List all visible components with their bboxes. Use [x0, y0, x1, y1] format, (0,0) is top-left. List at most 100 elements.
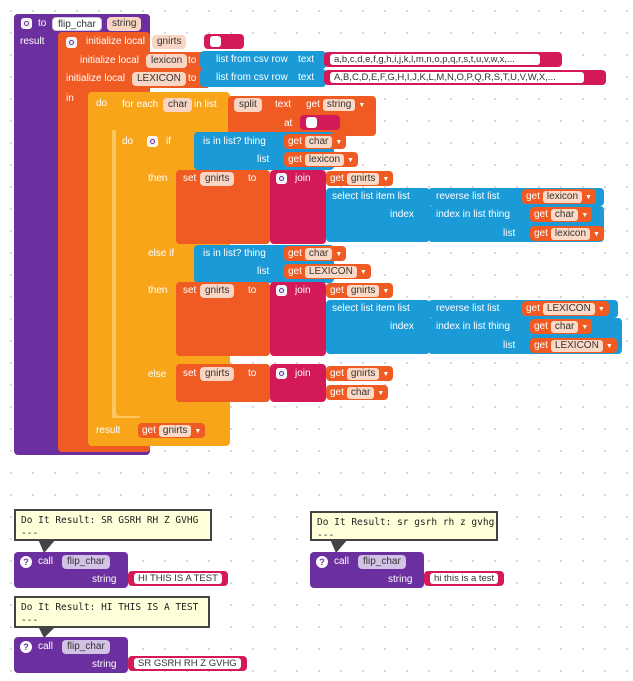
split-at-empty-text[interactable]	[300, 115, 340, 130]
get-label: get	[288, 154, 302, 165]
get-LEXICON-var[interactable]: LEXICON	[542, 303, 595, 315]
is-in-list-list-label-1: list	[257, 154, 270, 165]
get-char-block-3[interactable]: get char ▼	[284, 246, 347, 261]
get-LEXICON-block-1[interactable]: get LEXICON ▼	[284, 264, 371, 279]
inner-result-label: result	[96, 425, 121, 436]
get-LEXICON-block-2[interactable]: get LEXICON ▼	[522, 301, 609, 316]
get-gnirts-block-1[interactable]: get gnirts ▼	[326, 171, 394, 186]
get-gnirts-var[interactable]: gnirts	[346, 368, 380, 380]
csv-row-lower-block[interactable]	[200, 51, 326, 69]
get-gnirts-var[interactable]: gnirts	[346, 285, 380, 297]
dropdown-arrow-icon[interactable]: ▼	[359, 269, 367, 276]
empty-text-block-1[interactable]	[204, 34, 244, 49]
dropdown-arrow-icon[interactable]: ▼	[382, 288, 390, 295]
select-list-item-block-2[interactable]	[326, 300, 430, 354]
call-proc-name-1[interactable]: flip_char	[62, 555, 110, 569]
call-arg-value-2[interactable]: hi this is a test	[430, 573, 499, 584]
split-dropdown[interactable]: split	[234, 98, 262, 112]
var-LEXICON-field[interactable]: LEXICON	[132, 72, 186, 86]
dropdown-arrow-icon[interactable]: ▼	[194, 428, 202, 435]
get-char-var[interactable]: char	[304, 248, 333, 260]
dropdown-arrow-icon[interactable]: ▼	[581, 324, 589, 331]
proc-result-label: result	[20, 36, 45, 47]
dropdown-arrow-icon[interactable]: ▼	[597, 306, 605, 313]
dropdown-arrow-icon[interactable]: ▼	[335, 251, 343, 258]
get-lexicon-block-2[interactable]: get lexicon ▼	[522, 189, 596, 204]
get-gnirts-block-2[interactable]: get gnirts ▼	[326, 283, 394, 298]
call-label-2: call	[334, 556, 350, 567]
call-arg-text-1[interactable]: HI THIS IS A TEST	[128, 571, 228, 586]
get-gnirts-var[interactable]: gnirts	[158, 425, 192, 437]
get-char-var[interactable]: char	[550, 321, 579, 333]
get-string-var[interactable]: string	[322, 99, 356, 111]
dropdown-arrow-icon[interactable]: ▼	[581, 212, 589, 219]
get-char-block-4[interactable]: get char ▼	[530, 319, 593, 334]
csv-lower-text-label: text	[298, 54, 315, 65]
get-char-var[interactable]: char	[550, 209, 579, 221]
get-char-block-5[interactable]: get char ▼	[326, 385, 389, 400]
call-arg-value-1[interactable]: HI THIS IS A TEST	[134, 573, 222, 584]
get-lexicon-block-1[interactable]: get lexicon ▼	[284, 152, 358, 167]
call-proc-name-3[interactable]: flip_char	[62, 640, 110, 654]
is-in-list-list-label-2: list	[257, 266, 270, 277]
set-var-gnirts-3[interactable]: gnirts	[200, 367, 235, 381]
init-label-3: initialize local	[66, 73, 125, 84]
else-label: else	[148, 369, 167, 380]
call-arg-value-3[interactable]: SR GSRH RH Z GVHG	[134, 658, 241, 669]
dropdown-arrow-icon[interactable]: ▼	[358, 102, 366, 109]
dropdown-arrow-icon[interactable]: ▼	[382, 176, 390, 183]
get-gnirts-var[interactable]: gnirts	[346, 173, 380, 185]
csv-lower-value[interactable]: a,b,c,d,e,f,g,h,i,j,k,l,m,n,o,p,q,r,s,t,…	[330, 54, 540, 65]
var-lexicon-field[interactable]: lexicon	[146, 54, 188, 68]
get-lexicon-var[interactable]: lexicon	[550, 228, 591, 240]
get-LEXICON-block-3[interactable]: get LEXICON ▼	[530, 338, 617, 353]
init-gear-icon[interactable]	[66, 37, 77, 48]
call-proc-name-2[interactable]: flip_char	[358, 555, 406, 569]
set-var-gnirts-2[interactable]: gnirts	[200, 284, 235, 298]
join-gear-icon-3[interactable]	[276, 368, 287, 379]
help-icon-2[interactable]: ?	[316, 556, 328, 568]
get-char-var[interactable]: char	[346, 387, 375, 399]
csv-lower-text-block[interactable]: a,b,c,d,e,f,g,h,i,j,k,l,m,n,o,p,q,r,s,t,…	[324, 52, 562, 67]
item-var-char[interactable]: char	[163, 98, 193, 112]
set-label-3: set	[183, 368, 197, 379]
set-label-1: set	[183, 173, 197, 184]
empty-text-value[interactable]	[210, 36, 221, 47]
dropdown-arrow-icon[interactable]: ▼	[593, 231, 600, 238]
select-list-item-block-1[interactable]	[326, 188, 430, 242]
get-gnirts-block-3[interactable]: get gnirts ▼	[326, 366, 394, 381]
set-var-gnirts-1[interactable]: gnirts	[200, 172, 235, 186]
get-LEXICON-var[interactable]: LEXICON	[304, 266, 357, 278]
call-arg-text-3[interactable]: SR GSRH RH Z GVHG	[128, 656, 247, 671]
proc-name-field[interactable]: flip_char	[52, 17, 102, 31]
get-char-block-2[interactable]: get char ▼	[530, 207, 593, 222]
proc-param-field[interactable]: string	[107, 17, 142, 31]
csv-upper-text-block[interactable]: A,B,C,D,E,F,G,H,I,J,K,L,M,N,O,P,Q,R,S,T,…	[324, 70, 606, 85]
help-icon-3[interactable]: ?	[20, 641, 32, 653]
split-at-empty-value[interactable]	[306, 117, 317, 128]
get-char-block-1[interactable]: get char ▼	[284, 134, 347, 149]
dropdown-arrow-icon[interactable]: ▼	[347, 157, 354, 164]
csv-row-upper-block[interactable]	[200, 69, 326, 87]
mutator-gear-icon[interactable]	[21, 18, 32, 29]
dropdown-arrow-icon[interactable]: ▼	[377, 390, 385, 397]
dropdown-arrow-icon[interactable]: ▼	[605, 343, 613, 350]
get-LEXICON-var[interactable]: LEXICON	[550, 340, 603, 352]
dropdown-arrow-icon[interactable]: ▼	[585, 194, 592, 201]
if-gear-icon[interactable]	[147, 136, 158, 147]
set-label-2: set	[183, 285, 197, 296]
csv-upper-value[interactable]: A,B,C,D,E,F,G,H,I,J,K,L,M,N,O,P,Q,R,S,T,…	[330, 72, 584, 83]
dropdown-arrow-icon[interactable]: ▼	[335, 139, 343, 146]
get-gnirts-result-block[interactable]: get gnirts ▼	[138, 423, 206, 438]
get-string-block[interactable]: get string ▼	[302, 97, 370, 112]
get-lexicon-var[interactable]: lexicon	[304, 154, 345, 166]
get-lexicon-block-3[interactable]: get lexicon ▼	[530, 226, 604, 241]
call-arg-text-2[interactable]: hi this is a test	[424, 571, 505, 586]
var-gnirts-field[interactable]: gnirts	[152, 35, 187, 49]
get-char-var[interactable]: char	[304, 136, 333, 148]
help-icon-1[interactable]: ?	[20, 556, 32, 568]
dropdown-arrow-icon[interactable]: ▼	[382, 371, 390, 378]
join-gear-icon-1[interactable]	[276, 173, 287, 184]
get-lexicon-var[interactable]: lexicon	[542, 191, 583, 203]
join-gear-icon-2[interactable]	[276, 285, 287, 296]
